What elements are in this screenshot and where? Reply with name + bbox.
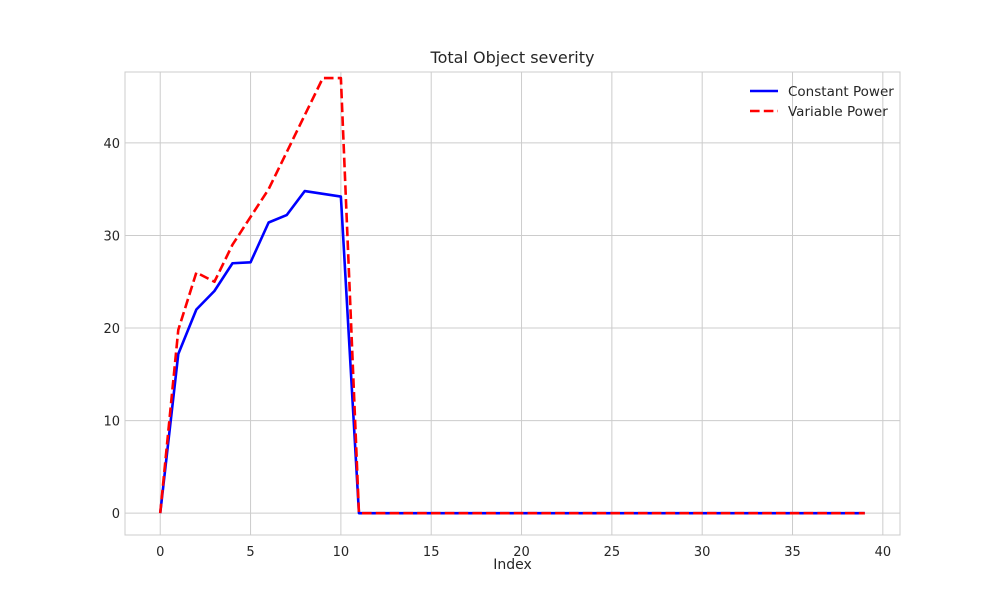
x-tick-label: 30	[694, 545, 711, 560]
series-line-constant-power	[158, 189, 865, 515]
x-tick-label: 15	[423, 545, 440, 560]
legend: Constant Power Variable Power	[750, 84, 894, 120]
series-line-variable-power	[158, 76, 865, 515]
x-tick-label: 25	[604, 545, 621, 560]
plot-area-frame	[124, 71, 901, 536]
y-tick-label: 30	[103, 229, 120, 244]
x-axis-label: Index	[493, 557, 532, 573]
x-tick-label: 10	[333, 545, 350, 560]
x-tick-label: 20	[513, 545, 530, 560]
legend-label: Variable Power	[788, 104, 888, 120]
series-lines	[158, 76, 865, 515]
x-tick-label: 0	[156, 545, 164, 560]
x-tick-label: 5	[246, 545, 254, 560]
grid	[125, 72, 900, 535]
chart-title: Total Object severity	[430, 48, 595, 67]
y-tick-label: 10	[103, 415, 120, 430]
legend-label: Constant Power	[788, 84, 894, 100]
y-tick-label: 20	[103, 322, 120, 337]
x-tick-label: 35	[784, 545, 801, 560]
axis-ticks: 0 5 10 15 20 25 30 35 40 0 10 20 30 40	[103, 137, 891, 560]
x-tick-label: 40	[875, 545, 892, 560]
y-tick-label: 0	[112, 507, 120, 522]
y-tick-label: 40	[103, 137, 120, 152]
